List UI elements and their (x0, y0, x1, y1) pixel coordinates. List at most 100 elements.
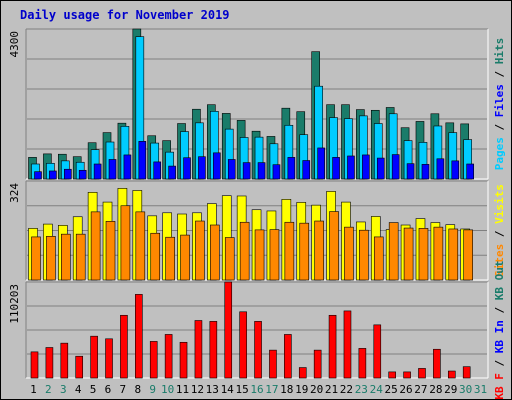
pages-bar (466, 163, 474, 180)
visits-y-max-label: 324 (8, 183, 21, 203)
x-tick-label: 27 (414, 383, 427, 396)
usage-panel: 4300 Pages / Files / Hits (8, 28, 506, 180)
kbytes-bar (120, 314, 128, 379)
sites-bar (165, 236, 175, 281)
legend-entry: KB F (493, 373, 506, 399)
kbytes-bar (313, 349, 322, 379)
sites-bar (75, 233, 86, 281)
chart-title: Daily usage for November 2019 (20, 8, 230, 22)
pages-bar (287, 157, 296, 180)
sites-bar (195, 220, 205, 281)
x-tick-label: 11 (176, 383, 189, 396)
pages-bar (347, 155, 355, 180)
sites-bar (90, 211, 101, 281)
pages-bar (138, 141, 147, 180)
pages-bar (78, 169, 87, 180)
x-tick-label: 14 (221, 383, 235, 396)
x-tick-label: 22 (340, 383, 353, 396)
x-tick-label: 16 (250, 383, 263, 396)
pages-bar (272, 164, 281, 180)
kbytes-bar (90, 335, 98, 379)
x-tick-label: 30 (459, 383, 472, 396)
pages-bar (227, 159, 236, 180)
kbytes-bar (284, 334, 292, 379)
visits-panel: 324 Sites / Visits (8, 180, 506, 281)
legend-entry: / (493, 224, 506, 244)
sites-bar (314, 220, 324, 281)
sites-bar (463, 229, 473, 281)
pages-bar (406, 163, 415, 180)
legend-entry: Sites (493, 244, 506, 277)
sites-bar (284, 221, 295, 281)
x-tick-label: 4 (75, 383, 82, 396)
sites-bar (150, 232, 161, 281)
sites-bar (31, 236, 41, 281)
pages-bar (362, 154, 370, 180)
pages-bar (168, 165, 176, 180)
x-tick-label: 28 (429, 383, 442, 396)
kbytes-bar (328, 314, 337, 379)
sites-bar (299, 222, 310, 281)
kbytes-bar (433, 348, 441, 379)
sites-bar (224, 237, 235, 281)
x-tick-label: 5 (90, 383, 97, 396)
pages-bar (183, 157, 191, 180)
pages-bar (64, 168, 72, 180)
legend-entry: / (493, 300, 506, 320)
legend-entry: Files (493, 84, 506, 117)
x-tick-label: 24 (370, 383, 384, 396)
sites-bar (135, 211, 146, 281)
sites-bar (418, 228, 429, 281)
x-tick-label: 25 (385, 383, 398, 396)
pages-bar (257, 162, 266, 180)
kbytes-bar (403, 371, 411, 379)
x-tick-label: 2 (45, 383, 52, 396)
sites-bar (344, 226, 354, 281)
pages-bar (302, 160, 311, 180)
sites-bar (388, 222, 399, 281)
pages-bar (332, 157, 340, 180)
sites-bar (105, 221, 116, 281)
sites-bar (254, 229, 265, 281)
kbytes-legend: KB F / KB In / KB Out (493, 260, 506, 399)
kbytes-bar (135, 294, 143, 379)
sites-bar (239, 221, 250, 281)
kbytes-bar (388, 371, 396, 379)
usage-y-max-label: 4300 (8, 31, 21, 58)
sites-bar (210, 224, 220, 281)
x-tick-label: 26 (399, 383, 412, 396)
x-tick-label: 23 (355, 383, 368, 396)
x-tick-label: 29 (444, 383, 457, 396)
sites-bar (448, 228, 459, 281)
sites-bar (403, 227, 414, 281)
kbytes-bar (269, 349, 277, 379)
x-tick-label: 9 (149, 383, 156, 396)
kbytes-bar (254, 321, 262, 379)
pages-bar (376, 157, 385, 180)
sites-bar (180, 234, 190, 281)
pages-bar (123, 154, 132, 180)
x-tick-label: 1 (30, 383, 37, 396)
legend-entry: KB Out (493, 260, 506, 300)
sites-bar (269, 229, 280, 281)
x-tick-label: 21 (325, 383, 338, 396)
pages-bar (451, 160, 460, 180)
x-tick-label: 8 (134, 383, 141, 396)
pages-bar (198, 156, 206, 180)
x-tick-label: 17 (265, 383, 278, 396)
kbytes-bar (45, 347, 54, 379)
kbytes-bar (164, 334, 173, 379)
x-tick-label: 19 (295, 383, 308, 396)
sites-bar (46, 236, 56, 281)
sites-bar (433, 226, 444, 281)
x-tick-label: 31 (474, 383, 487, 396)
kbytes-bar (209, 321, 218, 379)
kbytes-bar (105, 338, 113, 379)
kbytes-bar (447, 370, 456, 379)
pages-bar (108, 159, 117, 180)
kbytes-bar (358, 348, 367, 379)
pages-bar (49, 170, 57, 180)
kbytes-bar (418, 368, 426, 379)
kbytes-bar (373, 324, 382, 379)
